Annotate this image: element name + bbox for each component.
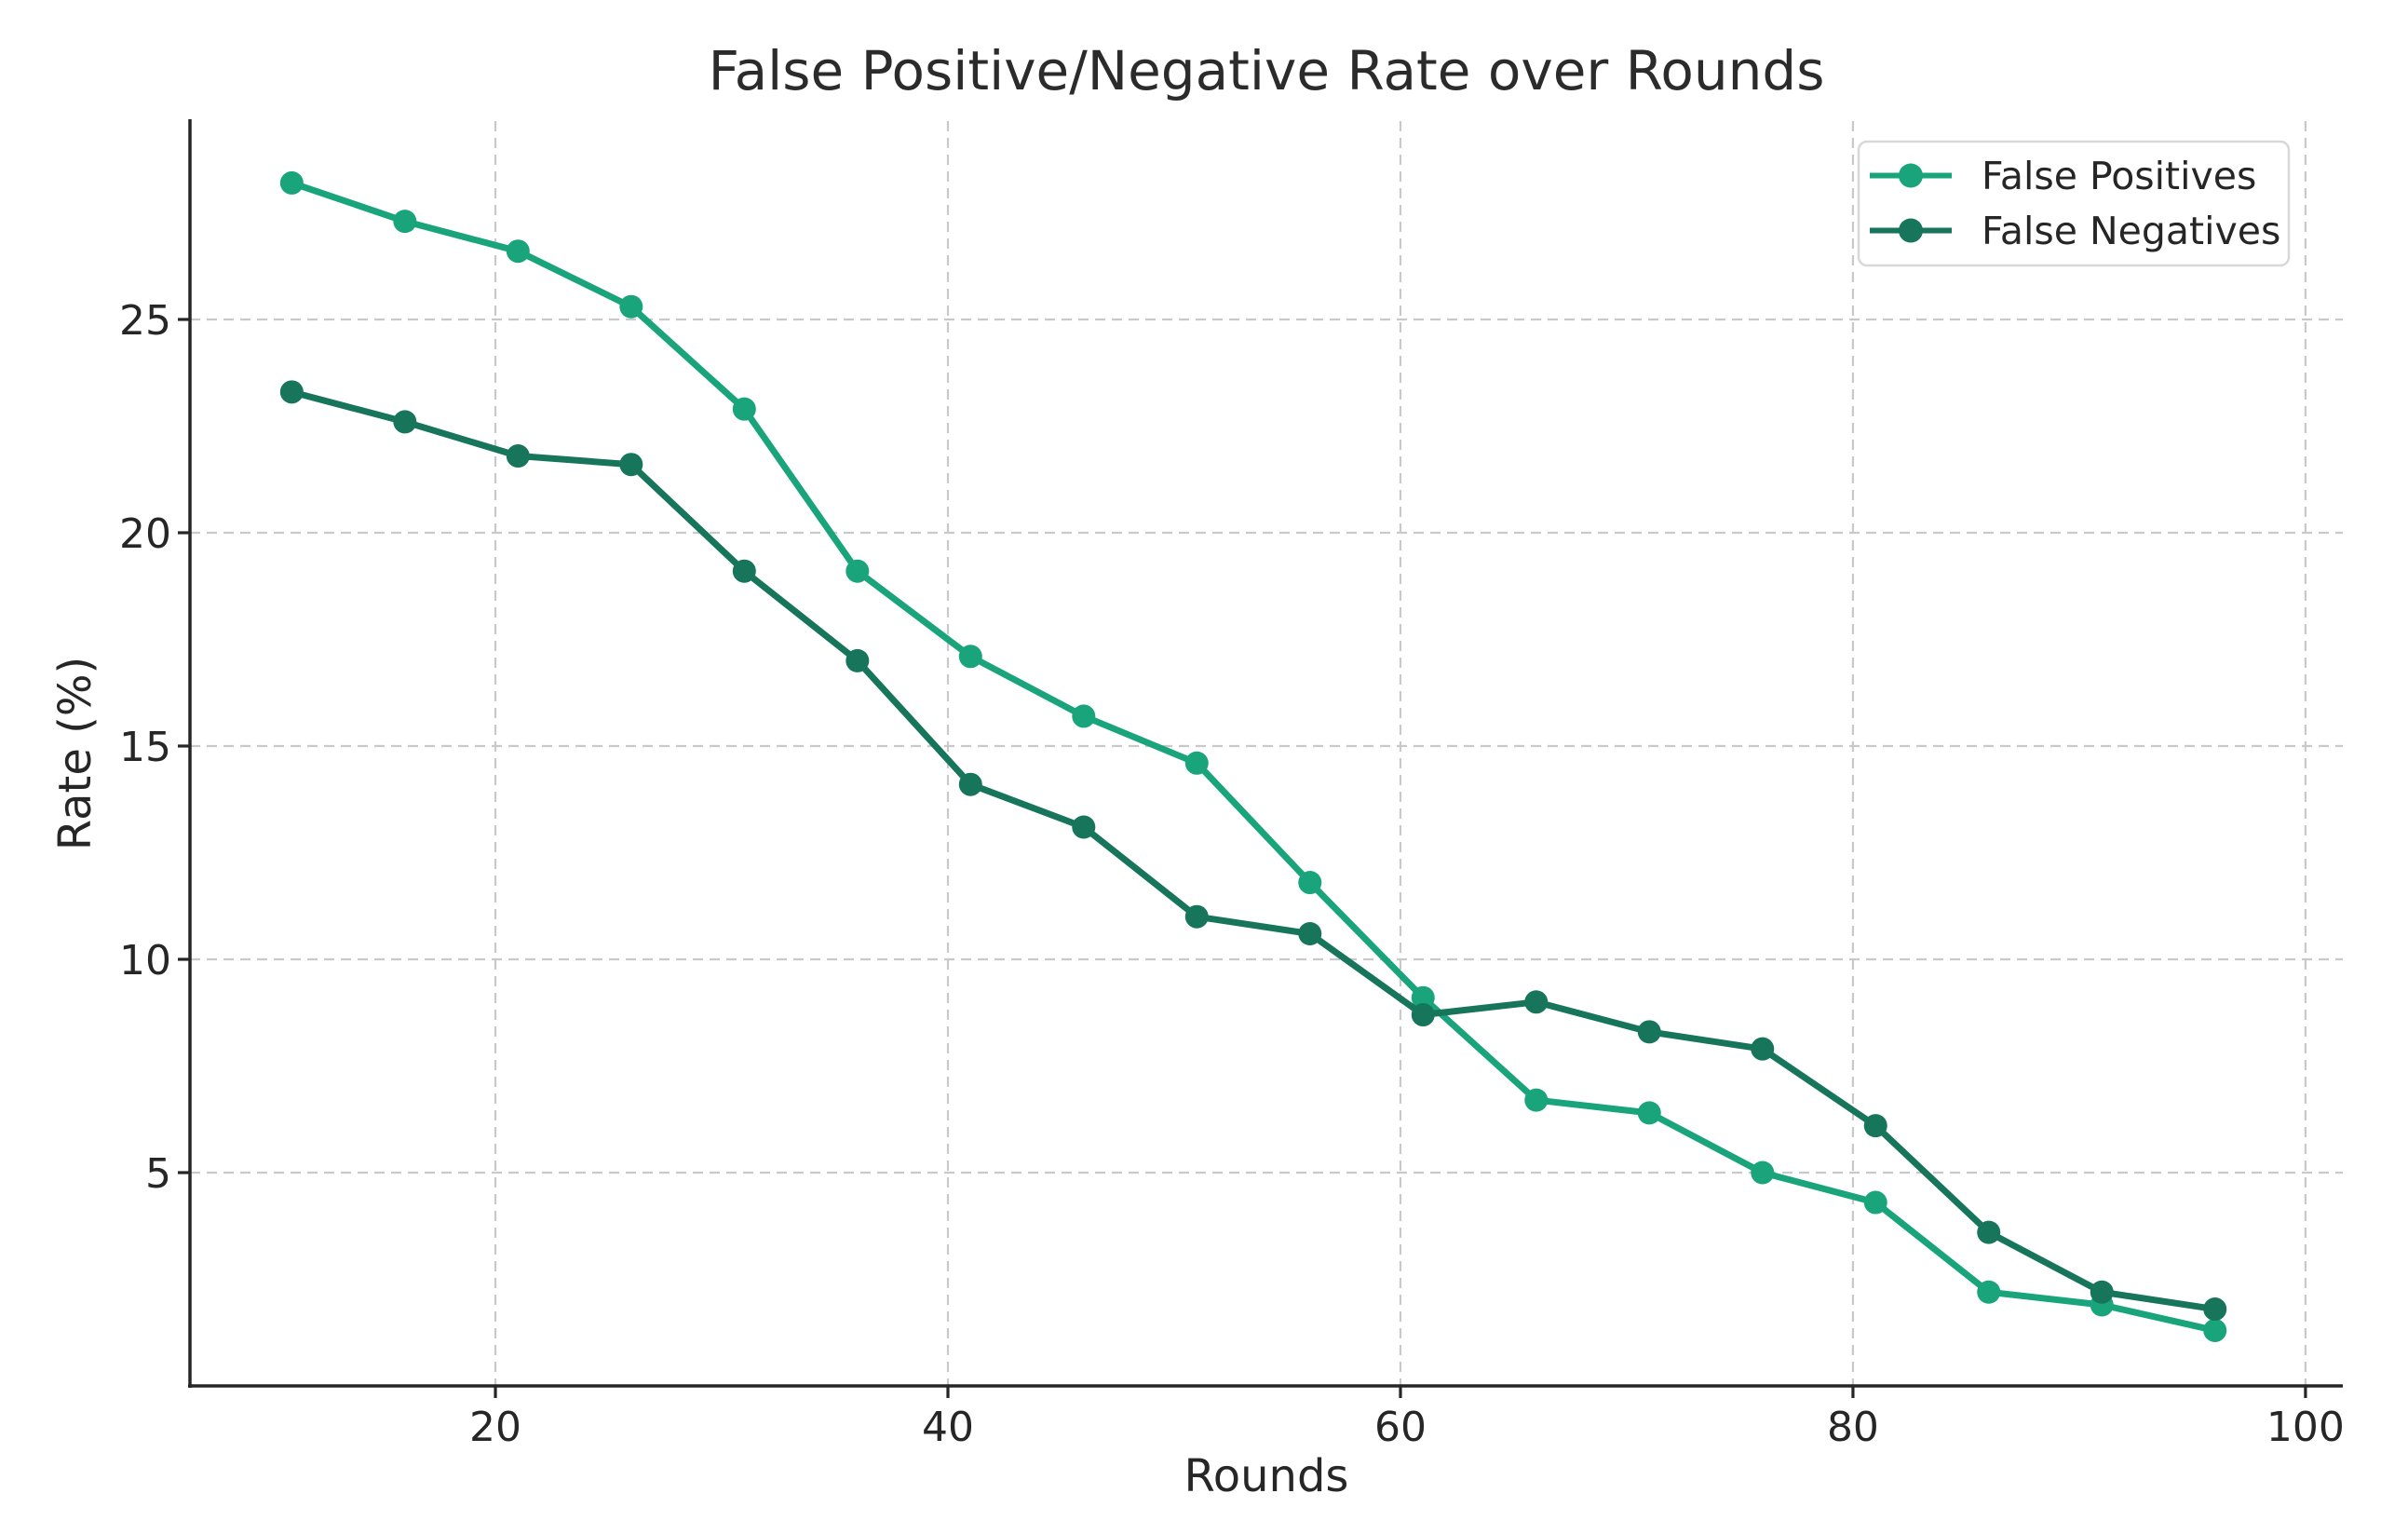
point-false-positives-round-41 — [958, 645, 982, 669]
point-false-positives-round-16 — [393, 210, 417, 234]
point-false-positives-round-21 — [506, 239, 530, 264]
point-false-negatives-round-26 — [619, 453, 643, 477]
y-axis-label: Rate (%) — [49, 657, 101, 850]
point-false-negatives-round-66 — [1524, 990, 1549, 1014]
line-false-positives — [288, 179, 2219, 1334]
line-false-negatives — [288, 388, 2219, 1313]
point-false-positives-round-11 — [279, 170, 304, 195]
point-false-positives-round-81 — [1863, 1190, 1887, 1215]
point-false-negatives-round-46 — [1072, 815, 1096, 839]
y-tick-label-10: 10 — [119, 937, 171, 984]
gridlines — [190, 121, 2343, 1386]
point-false-positives-round-96 — [2203, 1318, 2227, 1342]
point-false-negatives-round-41 — [958, 772, 982, 796]
chart-title: False Positive/Negative Rate over Rounds — [709, 39, 1825, 102]
legend-marker-false-positives — [1899, 163, 1923, 188]
legend-label-false-positives: False Positives — [1982, 154, 2256, 198]
legend-box — [1857, 140, 2291, 267]
point-false-negatives-round-21 — [506, 444, 530, 468]
x-axis-label: Rounds — [1184, 1450, 1349, 1502]
x-tick-label-60: 60 — [1374, 1404, 1427, 1451]
point-false-positives-round-86 — [1977, 1280, 2001, 1304]
x-tick-label-40: 40 — [922, 1404, 974, 1451]
x-tick-label-20: 20 — [469, 1404, 521, 1451]
point-false-positives-round-56 — [1298, 871, 1322, 895]
point-false-positives-round-31 — [732, 397, 756, 421]
legend-marker-false-negatives — [1899, 218, 1923, 243]
legend: False Positives False Negatives — [1857, 140, 2291, 267]
point-false-negatives-round-11 — [279, 380, 304, 404]
point-false-negatives-round-76 — [1751, 1037, 1775, 1061]
series-layer — [279, 170, 2227, 1342]
point-false-negatives-round-91 — [2090, 1280, 2114, 1304]
y-tick-label-25: 25 — [119, 297, 171, 345]
point-false-negatives-round-31 — [732, 559, 756, 583]
point-false-negatives-round-61 — [1411, 1003, 1435, 1027]
point-false-positives-round-71 — [1637, 1101, 1661, 1125]
y-tick-label-5: 5 — [145, 1150, 171, 1198]
point-false-positives-round-66 — [1524, 1088, 1549, 1112]
point-false-negatives-round-36 — [846, 648, 870, 672]
point-false-negatives-round-81 — [1863, 1114, 1887, 1138]
point-false-positives-round-26 — [619, 294, 643, 319]
y-tick-label-15: 15 — [119, 724, 171, 771]
point-false-negatives-round-51 — [1184, 904, 1209, 929]
point-false-negatives-round-86 — [1977, 1220, 2001, 1244]
x-tick-label-100: 100 — [2266, 1404, 2345, 1451]
legend-entry-false-negatives: False Negatives — [1870, 209, 2280, 253]
point-false-positives-round-61 — [1411, 985, 1435, 1010]
legend-label-false-negatives: False Negatives — [1982, 209, 2280, 253]
point-false-negatives-round-96 — [2203, 1297, 2227, 1322]
point-false-positives-round-46 — [1072, 704, 1096, 728]
point-false-positives-round-51 — [1184, 751, 1209, 775]
legend-entry-false-positives: False Positives — [1870, 154, 2256, 198]
y-tick-label-20: 20 — [119, 510, 171, 558]
point-false-positives-round-76 — [1751, 1161, 1775, 1185]
point-false-positives-round-36 — [846, 559, 870, 583]
x-tick-label-80: 80 — [1827, 1404, 1879, 1451]
point-false-negatives-round-16 — [393, 410, 417, 434]
point-false-negatives-round-56 — [1298, 922, 1322, 946]
axes: 20 40 60 80 100 5 10 15 20 25 — [119, 119, 2345, 1451]
point-false-negatives-round-71 — [1637, 1020, 1661, 1044]
